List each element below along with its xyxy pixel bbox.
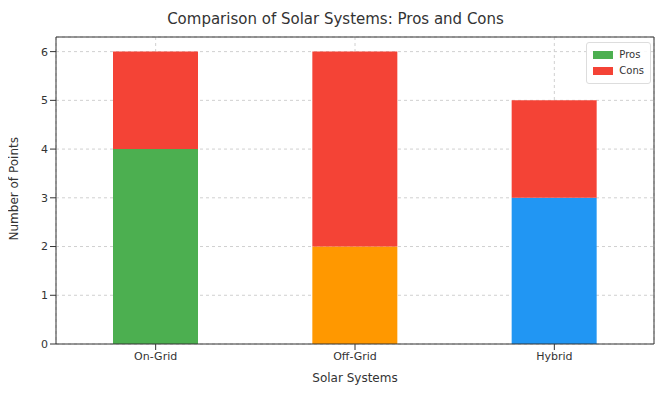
svg-text:Off-Grid: Off-Grid [333, 350, 377, 363]
svg-text:Number of Points: Number of Points [8, 137, 21, 240]
html-text:Comparison of Solar Systems: P: Comparison of Solar Systems: Pros and Co… [167, 10, 504, 28]
svg-text:Solar Systems: Solar Systems [312, 371, 397, 385]
svg-text:On-Grid: On-Grid [134, 350, 177, 363]
svg-text:Hybrid: Hybrid [536, 350, 572, 363]
svg-text:1: 1 [41, 289, 48, 302]
html-text:Cons: Cons [619, 65, 644, 76]
svg-text:5: 5 [41, 94, 48, 107]
svg-text:3: 3 [41, 192, 48, 205]
html-text:Pros: Pros [619, 49, 641, 60]
svg-text:6: 6 [41, 46, 48, 59]
svg-text:0: 0 [41, 338, 48, 351]
svg-text:2: 2 [41, 240, 48, 253]
svg-text:4: 4 [41, 143, 48, 156]
